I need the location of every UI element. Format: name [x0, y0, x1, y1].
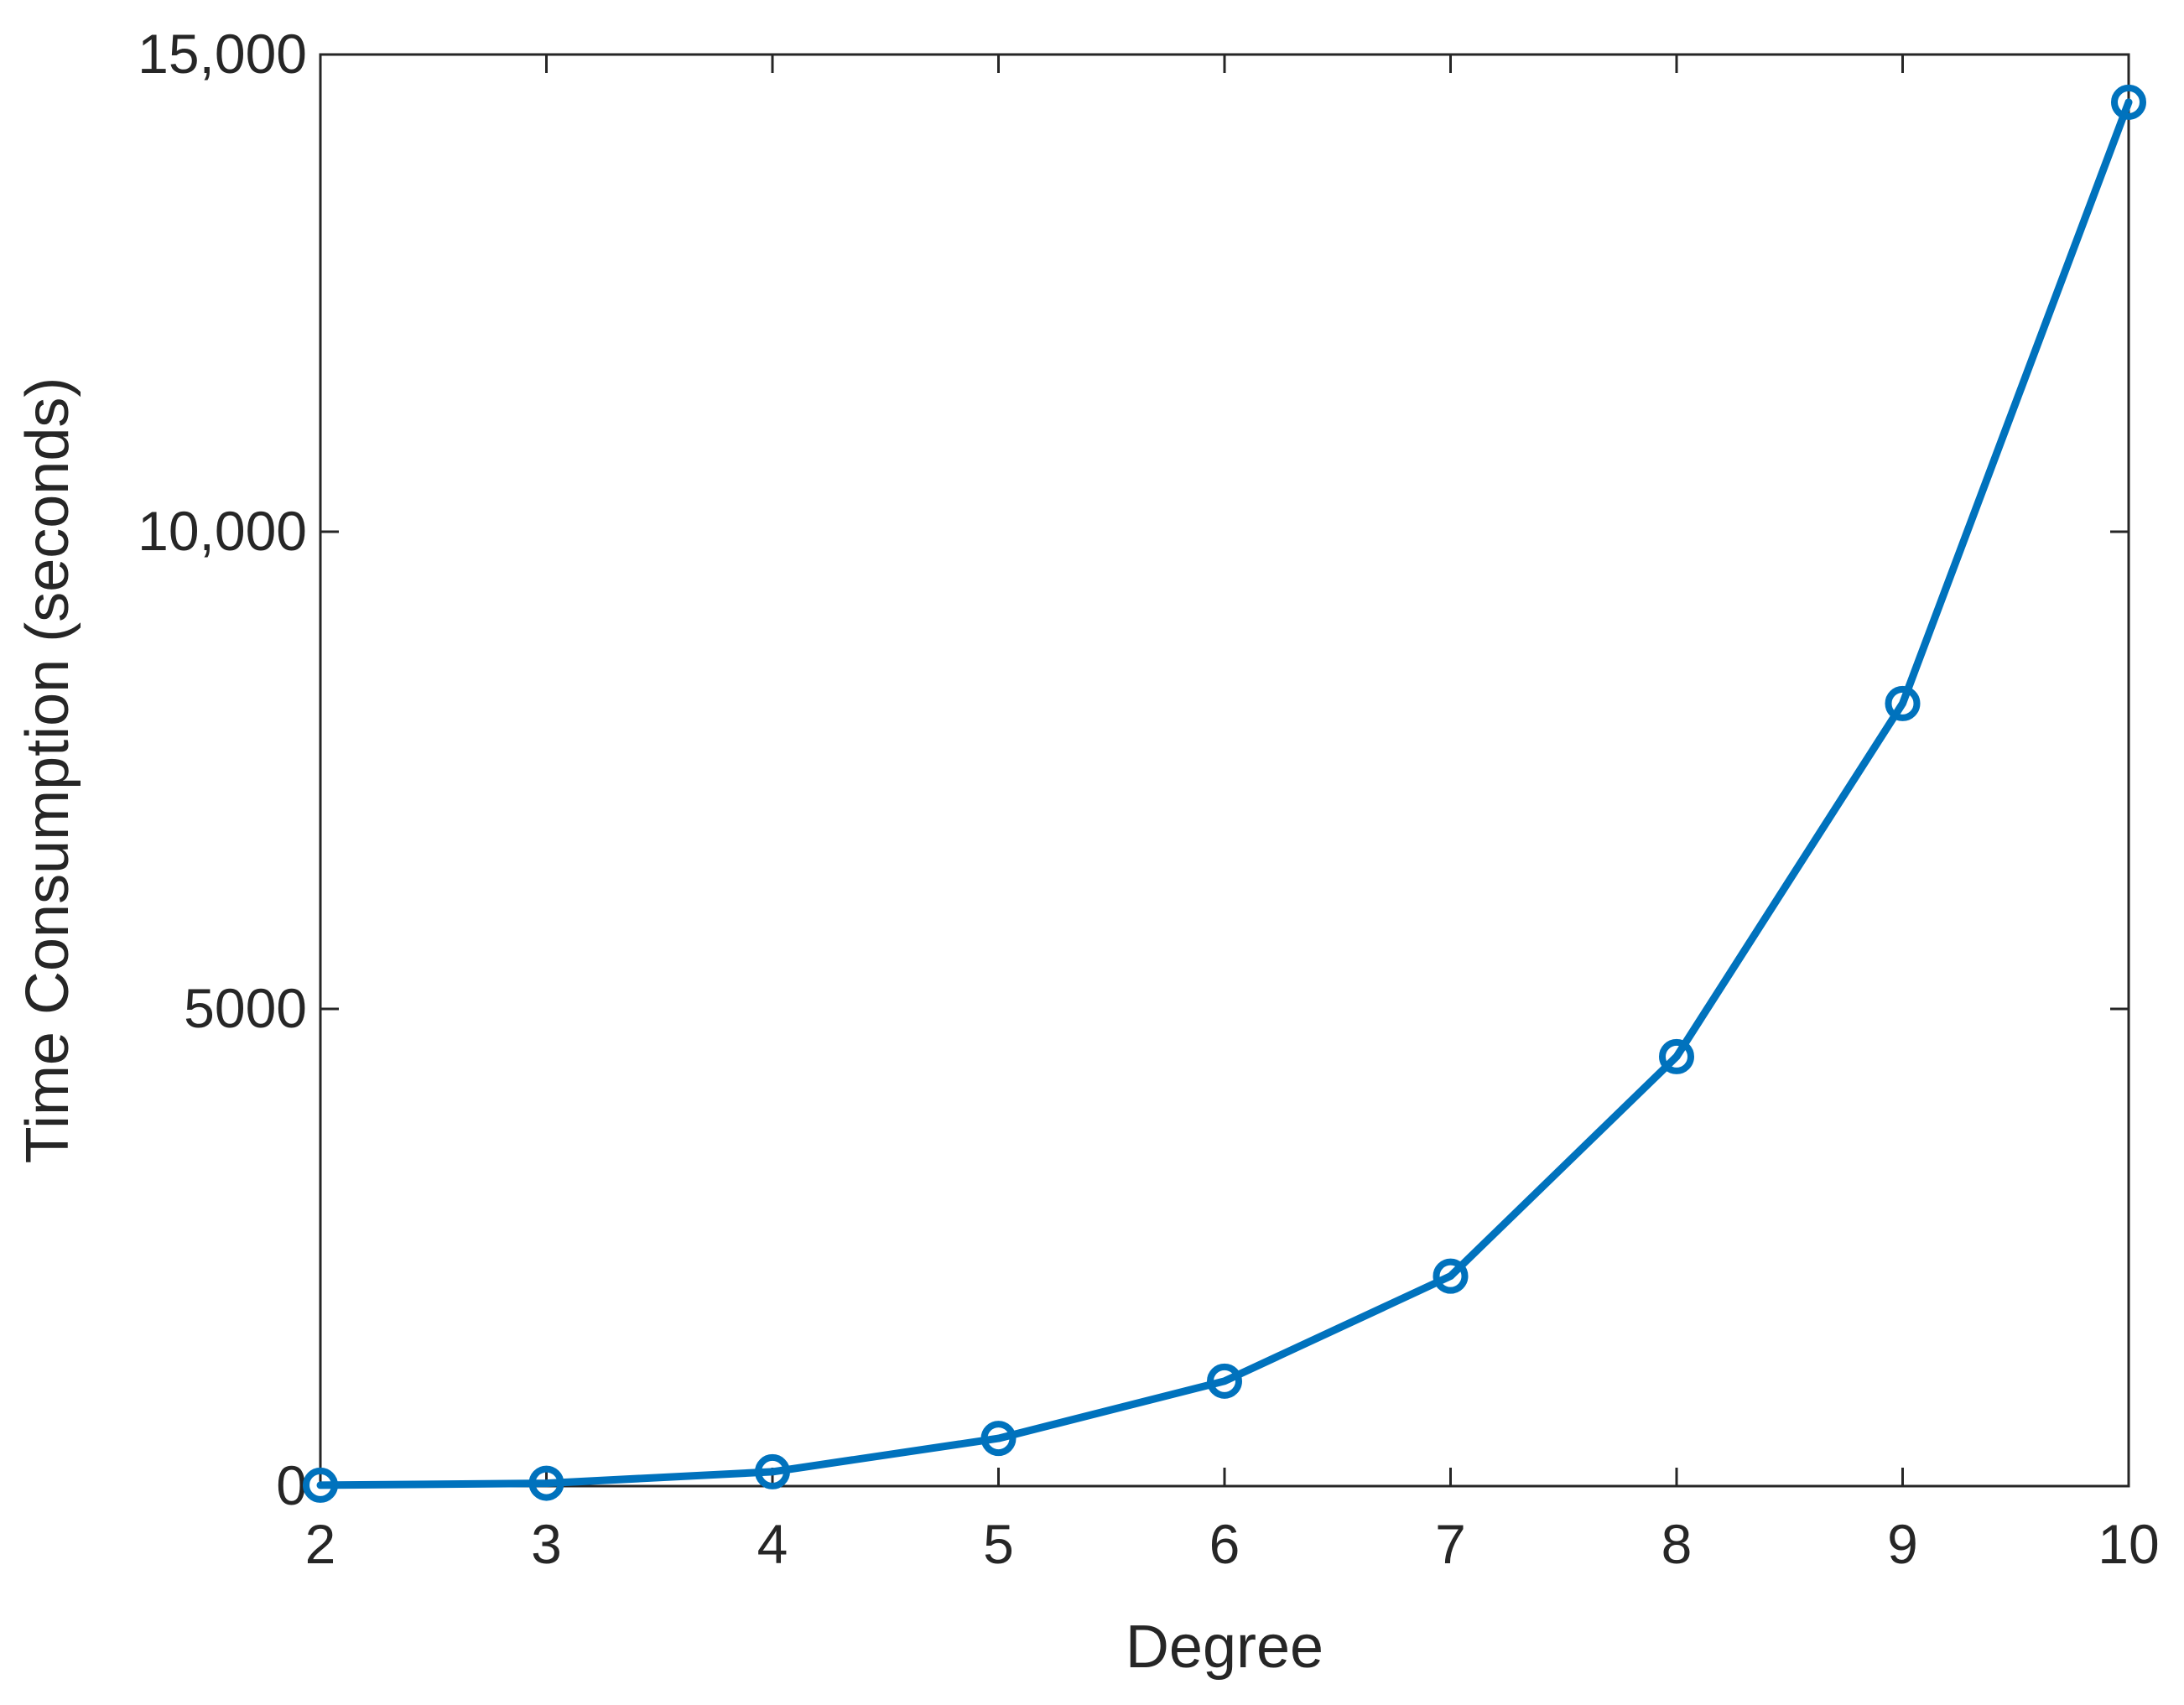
- x-tick-label: 8: [1661, 1513, 1693, 1575]
- x-axis-ticks: 2 3 4 5 6 7 8 9 10: [305, 55, 2160, 1575]
- y-tick-label: 10,000: [138, 500, 307, 562]
- data-point-marker: [2111, 84, 2146, 120]
- x-tick-label: 10: [2098, 1513, 2159, 1575]
- x-axis-title: Degree: [1126, 1614, 1323, 1681]
- y-tick-label: 15,000: [138, 23, 307, 85]
- y-axis-ticks: 0 5000 10,000 15,000: [138, 23, 2129, 1516]
- x-tick-label: 6: [1209, 1513, 1240, 1575]
- data-point-marker: [1659, 1038, 1694, 1074]
- series-layer: [303, 84, 2146, 1503]
- data-point-marker: [755, 1453, 790, 1489]
- data-point-marker: [1885, 685, 1921, 721]
- series-line: [316, 98, 2133, 1489]
- x-tick-label: 2: [305, 1513, 336, 1575]
- y-axis-title: Time Consumption (seconds): [14, 377, 81, 1164]
- y-tick-label: 0: [276, 1454, 307, 1516]
- data-point-marker: [980, 1421, 1017, 1457]
- y-tick-label: 5000: [184, 977, 307, 1039]
- x-tick-label: 7: [1435, 1513, 1466, 1575]
- x-tick-label: 5: [983, 1513, 1014, 1575]
- x-tick-label: 4: [757, 1513, 788, 1575]
- data-point-marker: [1433, 1258, 1469, 1294]
- data-point-marker: [528, 1465, 564, 1501]
- x-tick-label: 3: [531, 1513, 562, 1575]
- x-tick-label: 9: [1887, 1513, 1918, 1575]
- data-point-marker: [1207, 1363, 1242, 1399]
- data-point-marker: [303, 1467, 338, 1503]
